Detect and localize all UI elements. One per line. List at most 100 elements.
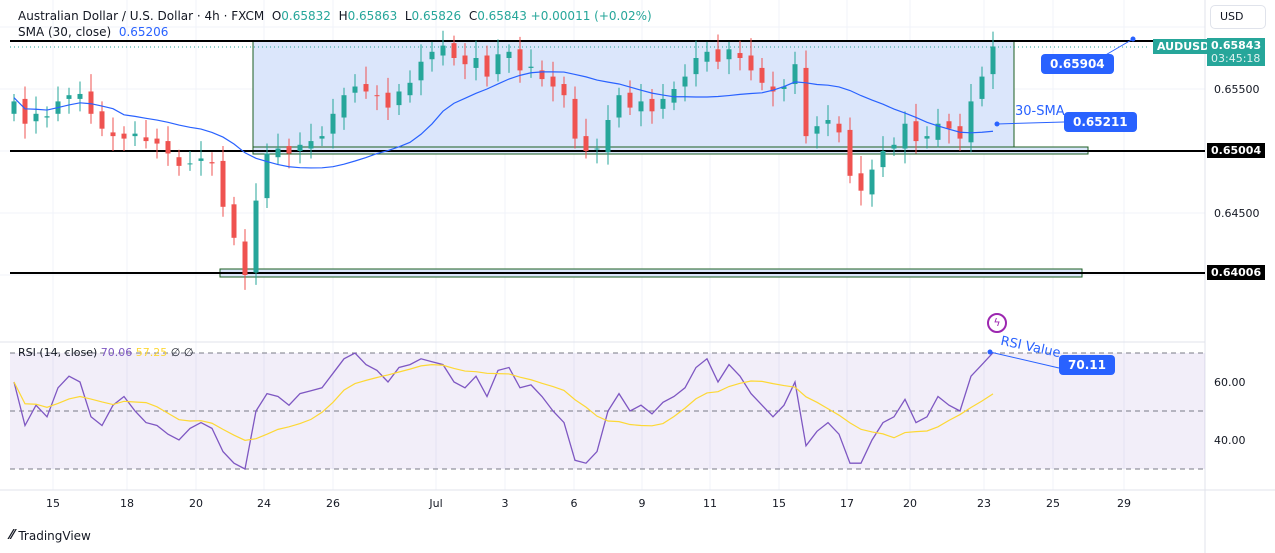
candle-body — [924, 136, 930, 139]
candle-body — [429, 51, 435, 60]
level-tag: 0.65004 — [1207, 143, 1266, 158]
candle-body — [715, 49, 721, 62]
candle-body — [176, 157, 182, 166]
candle-body — [968, 101, 974, 143]
candle-body — [660, 98, 666, 109]
candle-body — [11, 101, 17, 114]
time-tick: 23 — [977, 497, 991, 510]
candle-body — [781, 86, 787, 89]
candle-body — [803, 67, 809, 137]
candle-body — [495, 54, 501, 75]
candle-body — [286, 146, 292, 154]
symbol-header: Australian Dollar / U.S. Dollar · 4h · F… — [18, 9, 652, 23]
candle-body — [528, 66, 534, 68]
candle-body — [770, 86, 776, 92]
sma-callout[interactable]: 0.65211 — [1064, 112, 1137, 132]
lightning-icon[interactable]: ϟ — [987, 313, 1007, 333]
candle-body — [847, 129, 853, 176]
candle-body — [319, 136, 325, 139]
candle-body — [902, 123, 908, 149]
candle-body — [110, 132, 116, 137]
candle-body — [308, 141, 314, 149]
candle-body — [132, 133, 138, 137]
candle-body — [649, 98, 655, 112]
time-tick: 29 — [1117, 497, 1131, 510]
candle-body — [858, 173, 864, 191]
candle-body — [44, 116, 50, 118]
sma-value: 0.65206 — [118, 25, 169, 39]
callout-connector — [996, 121, 1065, 125]
candle-body — [748, 55, 754, 71]
candle-body — [946, 121, 952, 129]
candle-body — [506, 51, 512, 58]
candle-body — [616, 95, 622, 118]
rsi-null-1: ∅ — [170, 346, 181, 359]
candle-body — [462, 55, 468, 65]
candle-body — [88, 91, 94, 114]
rsi-line — [13, 352, 994, 470]
candle-body — [627, 92, 633, 108]
anchor-point — [987, 349, 993, 355]
rsi-null-2: ∅ — [183, 346, 194, 359]
symbol-price-tag: AUDUSD — [1153, 39, 1214, 54]
candle-body — [638, 101, 644, 112]
candle-body — [759, 67, 765, 83]
top-level-callout[interactable]: 0.65904 — [1041, 54, 1114, 74]
rsi-tick: 40.00 — [1214, 434, 1246, 447]
candle-body — [396, 91, 402, 106]
candle-body — [451, 43, 457, 58]
low-value: 0.65826 — [411, 9, 462, 23]
candle-body — [682, 76, 688, 87]
brand-name: TradingView — [18, 528, 91, 543]
candle-body — [253, 200, 259, 273]
candle-body — [22, 98, 28, 124]
candle-body — [341, 95, 347, 118]
bar-countdown: 03:45:18 — [1211, 52, 1261, 65]
high-value: 0.65863 — [347, 9, 398, 23]
rsi-ma-line — [13, 363, 994, 441]
change-value: +0.00011 (+0.02%) — [530, 9, 652, 23]
time-tick: Jul — [429, 497, 443, 510]
currency-button[interactable]: USD — [1210, 5, 1266, 29]
candle-body — [913, 121, 919, 142]
sma-legend[interactable]: SMA (30, close) 0.65206 — [18, 25, 168, 39]
range-rectangle — [252, 40, 1015, 152]
candle-body — [517, 49, 523, 71]
rsi-legend[interactable]: RSI (14, close) 70.06 57.25 ∅ ∅ — [18, 346, 193, 359]
candle-body — [572, 98, 578, 139]
candle-body — [407, 82, 413, 96]
anchor-point — [994, 121, 1000, 127]
rsi-ma-value: 57.25 — [135, 346, 168, 359]
candle-body — [869, 169, 875, 195]
candle-body — [539, 70, 545, 80]
time-tick: 15 — [46, 497, 60, 510]
low-label: L — [404, 9, 412, 23]
candle-body — [891, 144, 897, 149]
tradingview-logo[interactable]: ⁄⁄ TradingView — [10, 528, 91, 543]
candle-body — [264, 153, 270, 199]
candle-body — [352, 86, 358, 93]
rsi-callout[interactable]: 70.11 — [1059, 355, 1115, 375]
candle-body — [66, 95, 72, 99]
price-tick: 0.64500 — [1214, 207, 1260, 220]
candle-body — [154, 138, 160, 144]
candle-body — [275, 148, 281, 158]
time-tick: 3 — [501, 497, 509, 510]
time-tick: 25 — [1046, 497, 1060, 510]
sma-line — [13, 71, 994, 169]
symbol-title[interactable]: Australian Dollar / U.S. Dollar · 4h · F… — [18, 9, 265, 23]
candle-body — [935, 123, 941, 140]
candle-body — [561, 84, 567, 96]
sma-annotation-label[interactable]: 30-SMA — [1015, 104, 1065, 119]
level-tag: 0.64006 — [1207, 265, 1266, 280]
time-tick: 9 — [638, 497, 646, 510]
candle-body — [726, 49, 732, 60]
candle-body — [473, 58, 479, 68]
candle-body — [814, 126, 820, 134]
high-label: H — [338, 9, 348, 23]
candle-body — [33, 113, 39, 122]
close-label: C — [468, 9, 478, 23]
rsi-value: 70.06 — [100, 346, 133, 359]
current-price: 0.65843 — [1211, 39, 1262, 52]
